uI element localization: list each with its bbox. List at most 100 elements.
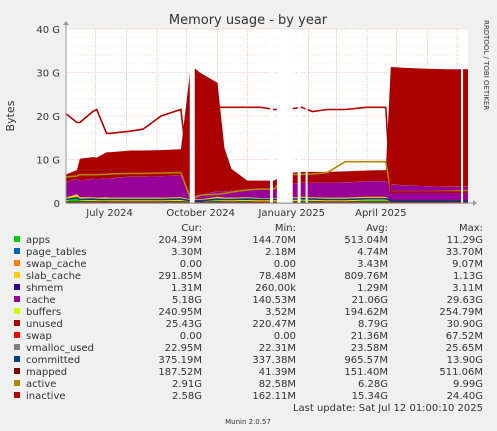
legend-max: 29.63G xyxy=(447,295,483,306)
legend-avg: 6.28G xyxy=(358,379,388,390)
legend-min: 82.58M xyxy=(259,379,296,390)
gap-band xyxy=(269,29,273,203)
legend-min: 260.00k xyxy=(255,283,296,294)
legend-cur: 2.58G xyxy=(172,391,202,402)
legend-avg: 21.06G xyxy=(352,295,388,306)
legend-name: swap_cache xyxy=(26,259,86,270)
legend-swatch-swap xyxy=(14,332,20,338)
legend-avg: 4.74M xyxy=(357,247,388,258)
legend-cur: 1.31M xyxy=(171,283,202,294)
legend-swatch-buffers xyxy=(14,308,20,314)
legend-swatch-active xyxy=(14,380,20,386)
legend-name: active xyxy=(26,379,56,390)
legend-swatch-unused xyxy=(14,320,20,326)
legend-cur: 375.19M xyxy=(158,355,202,366)
legend-avg: 513.04M xyxy=(344,235,388,246)
legend-cur: 291.85M xyxy=(158,271,202,282)
legend-header: Avg: xyxy=(366,223,388,234)
x-tick-label: January 2025 xyxy=(257,208,325,219)
legend-swatch-apps xyxy=(14,236,20,242)
rrdtool-side-label: RRDTOOL / TOBI OETIKER xyxy=(482,20,490,110)
legend-header: Min: xyxy=(275,223,296,234)
legend-avg: 15.34G xyxy=(352,391,388,402)
legend-cur: 3.30M xyxy=(171,247,202,258)
gap-band xyxy=(276,29,293,203)
last-update-text: Last update: Sat Jul 12 01:00:10 2025 xyxy=(293,403,483,414)
legend-cur: 0.00 xyxy=(180,259,202,270)
legend-max: 67.52M xyxy=(446,331,483,342)
data-gaps xyxy=(189,29,464,203)
legend-max: 1.13G xyxy=(453,271,483,282)
legend-name: vmalloc_used xyxy=(26,343,94,354)
legend-avg: 1.29M xyxy=(357,283,388,294)
legend-max: 24.40G xyxy=(447,391,483,402)
legend-max: 33.70M xyxy=(446,247,483,258)
gap-band xyxy=(461,29,464,203)
legend-swatch-inactive xyxy=(14,392,20,398)
legend-swatch-cache xyxy=(14,296,20,302)
legend-min: 41.39M xyxy=(259,367,296,378)
area-unused xyxy=(66,65,468,196)
legend-swatch-vmalloc_used xyxy=(14,344,20,350)
x-axis-arrow xyxy=(473,200,477,206)
area-cache xyxy=(66,175,468,201)
legend-cur: 22.95M xyxy=(165,343,202,354)
legend-min: 144.70M xyxy=(252,235,296,246)
legend-header: Cur: xyxy=(181,223,202,234)
y-axis-label: Bytes xyxy=(4,100,17,131)
axes xyxy=(63,21,477,206)
legend-min: 22.31M xyxy=(259,343,296,354)
legend-min: 220.47M xyxy=(252,319,296,330)
chart-title: Memory usage - by year xyxy=(169,13,328,28)
legend-min: 337.38M xyxy=(252,355,296,366)
legend-max: 9.07M xyxy=(452,259,483,270)
legend-swatch-swap_cache xyxy=(14,260,20,266)
y-tick-label: 10 G xyxy=(36,156,60,167)
y-tick-label: 0 xyxy=(54,199,60,210)
legend-min: 78.48M xyxy=(259,271,296,282)
legend-max: 9.99G xyxy=(453,379,483,390)
legend-avg: 965.57M xyxy=(344,355,388,366)
gap-band xyxy=(297,29,301,203)
y-tick-label: 30 G xyxy=(36,69,60,80)
legend-name: inactive xyxy=(26,391,66,402)
legend-min: 140.53M xyxy=(252,295,296,306)
legend-cur: 240.95M xyxy=(158,307,202,318)
legend-name: slab_cache xyxy=(26,271,81,282)
legend-swatch-committed xyxy=(14,356,20,362)
legend-swatch-page_tables xyxy=(14,248,20,254)
legend-avg: 23.58M xyxy=(351,343,388,354)
legend-swatch-slab_cache xyxy=(14,272,20,278)
y-tick-label: 20 G xyxy=(36,112,60,123)
legend-header: Max: xyxy=(459,223,483,234)
line-committed xyxy=(65,196,468,202)
x-tick-label: July 2024 xyxy=(85,208,133,219)
legend-min: 0.00 xyxy=(274,331,296,342)
legend-avg: 21.36M xyxy=(351,331,388,342)
legend-name: page_tables xyxy=(26,247,87,258)
legend-swatch-shmem xyxy=(14,284,20,290)
gap-band xyxy=(189,29,195,203)
legend-avg: 151.40M xyxy=(344,367,388,378)
y-tick-label: 40 G xyxy=(36,25,60,36)
legend-name: cache xyxy=(26,295,56,306)
y-tick-labels: 0 10 G 20 G 30 G 40 G xyxy=(36,25,60,210)
legend-cur: 187.52M xyxy=(158,367,202,378)
legend-avg: 8.79G xyxy=(358,319,388,330)
legend-table: Cur: Min: Avg: Max: apps 204.39M 144.70M 513.04… xyxy=(14,223,483,402)
legend-max: 13.90G xyxy=(447,355,483,366)
legend-max: 254.79M xyxy=(439,307,483,318)
legend-max: 30.90G xyxy=(447,319,483,330)
legend-max: 511.06M xyxy=(439,367,483,378)
legend-cur: 25.43G xyxy=(166,319,202,330)
munin-footer: Munin 2.0.57 xyxy=(225,418,271,426)
line-inactive xyxy=(65,106,468,199)
legend-name: unused xyxy=(26,319,63,330)
legend-cur: 2.91G xyxy=(172,379,202,390)
legend-name: shmem xyxy=(26,283,63,294)
legend-max: 11.29G xyxy=(447,235,483,246)
legend-name: buffers xyxy=(26,307,61,318)
legend-min: 0.00 xyxy=(274,259,296,270)
legend-avg: 194.62M xyxy=(344,307,388,318)
